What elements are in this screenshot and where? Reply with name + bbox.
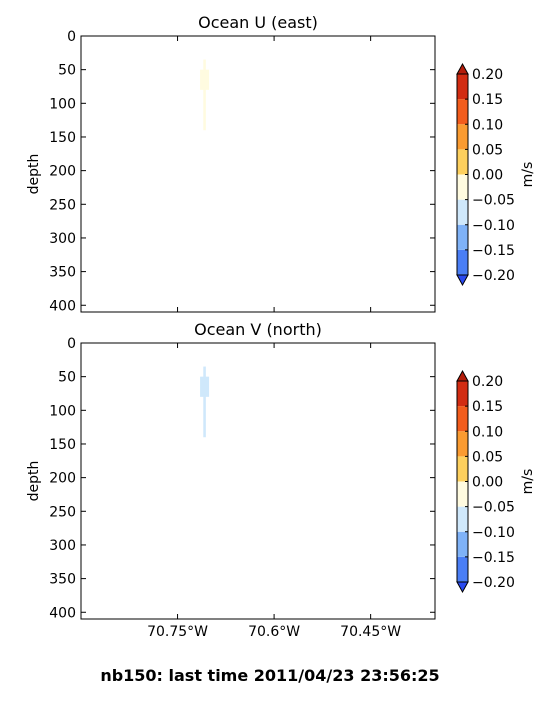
plot-area bbox=[81, 343, 435, 619]
colorbar-tick-label: −0.05 bbox=[472, 193, 515, 209]
colorbar-tick-label: −0.10 bbox=[472, 218, 515, 234]
y-tick-label: 200 bbox=[49, 471, 76, 487]
y-axis-label: depth bbox=[26, 154, 42, 195]
colorbar-band bbox=[457, 481, 468, 507]
colorbar-tick-label: 0.20 bbox=[472, 374, 503, 390]
y-tick-label: 400 bbox=[49, 298, 76, 314]
colorbar-label: m/s bbox=[520, 469, 536, 495]
panel-title: Ocean V (north) bbox=[194, 320, 322, 339]
y-axis-label: depth bbox=[26, 461, 42, 502]
colorbar-band bbox=[457, 456, 468, 482]
colorbar-band bbox=[457, 249, 468, 275]
colorbar-tick-label: −0.15 bbox=[472, 243, 515, 259]
colorbar-tick-label: −0.10 bbox=[472, 525, 515, 541]
y-tick-label: 350 bbox=[49, 265, 76, 281]
colorbar-tick-label: −0.05 bbox=[472, 500, 515, 516]
y-tick-label: 50 bbox=[58, 370, 76, 386]
plot-area bbox=[81, 36, 435, 312]
data-patch-profile-stem bbox=[203, 366, 206, 438]
y-tick-label: 100 bbox=[49, 403, 76, 419]
y-tick-label: 300 bbox=[49, 231, 76, 247]
colorbar-band bbox=[457, 174, 468, 200]
colorbar-extend-min bbox=[456, 274, 469, 287]
figure-title: nb150: last time 2011/04/23 23:56:25 bbox=[100, 666, 440, 685]
colorbar-tick-label: 0.10 bbox=[472, 117, 503, 133]
y-tick-label: 100 bbox=[49, 96, 76, 112]
colorbar: −0.20 −0.15 −0.10 −0.05 0.00 0.05 0.10 0.15 0.20… bbox=[456, 369, 536, 594]
axes-frame bbox=[80, 342, 436, 620]
x-tick-label: 70.6°W bbox=[248, 624, 300, 640]
colorbar-tick-label: −0.15 bbox=[472, 550, 515, 566]
colorbar-extend-max bbox=[456, 62, 469, 75]
colorbar-tick-label: 0.00 bbox=[472, 168, 503, 184]
y-tick-label: 0 bbox=[67, 336, 76, 352]
colorbar-band bbox=[457, 149, 468, 175]
colorbar-band bbox=[457, 531, 468, 557]
colorbar-band bbox=[457, 381, 468, 407]
colorbar-band bbox=[457, 99, 468, 125]
colorbar-band bbox=[457, 74, 468, 100]
panel-title: Ocean U (east) bbox=[198, 13, 318, 32]
colorbar-label: m/s bbox=[520, 162, 536, 188]
y-tick-label: 400 bbox=[49, 605, 76, 621]
colorbar-band bbox=[457, 431, 468, 457]
colorbar-band bbox=[457, 224, 468, 250]
colorbar-band bbox=[457, 406, 468, 432]
y-tick-label: 0 bbox=[67, 29, 76, 45]
colorbar-tick-label: 0.20 bbox=[472, 67, 503, 83]
panel-1: Ocean V (north) 0 50 100 150 200 250 300 350 400 7… bbox=[26, 320, 536, 640]
y-tick-label: 300 bbox=[49, 538, 76, 554]
y-tick-label: 150 bbox=[49, 437, 76, 453]
x-tick-label: 70.45°W bbox=[340, 624, 401, 640]
y-tick-label: 200 bbox=[49, 164, 76, 180]
y-tick-label: 250 bbox=[49, 197, 76, 213]
colorbar-band bbox=[457, 506, 468, 532]
y-tick-label: 50 bbox=[58, 63, 76, 79]
colorbar-tick-label: −0.20 bbox=[472, 268, 515, 284]
colorbar-extend-max bbox=[456, 369, 469, 382]
colorbar-tick-label: 0.15 bbox=[472, 92, 503, 108]
colorbar: −0.20 −0.15 −0.10 −0.05 0.00 0.05 0.10 0.15 0.20… bbox=[456, 62, 536, 287]
x-tick-label: 70.75°W bbox=[147, 624, 208, 640]
colorbar-tick-label: 0.00 bbox=[472, 475, 503, 491]
y-tick-label: 250 bbox=[49, 504, 76, 520]
colorbar-tick-label: 0.05 bbox=[472, 142, 503, 158]
y-tick-label: 150 bbox=[49, 130, 76, 146]
axes-frame bbox=[80, 35, 436, 313]
data-patch-profile-stem bbox=[203, 59, 206, 131]
y-tick-label: 350 bbox=[49, 572, 76, 588]
colorbar-tick-label: −0.20 bbox=[472, 575, 515, 591]
colorbar-tick-label: 0.05 bbox=[472, 449, 503, 465]
colorbar-band bbox=[457, 124, 468, 150]
panel-0: Ocean U (east) 0 50 100 150 200 250 300 350 400 de… bbox=[26, 13, 536, 314]
colorbar-band bbox=[457, 199, 468, 225]
colorbar-band bbox=[457, 556, 468, 582]
colorbar-extend-min bbox=[456, 581, 469, 594]
colorbar-tick-label: 0.15 bbox=[472, 399, 503, 415]
colorbar-tick-label: 0.10 bbox=[472, 424, 503, 440]
